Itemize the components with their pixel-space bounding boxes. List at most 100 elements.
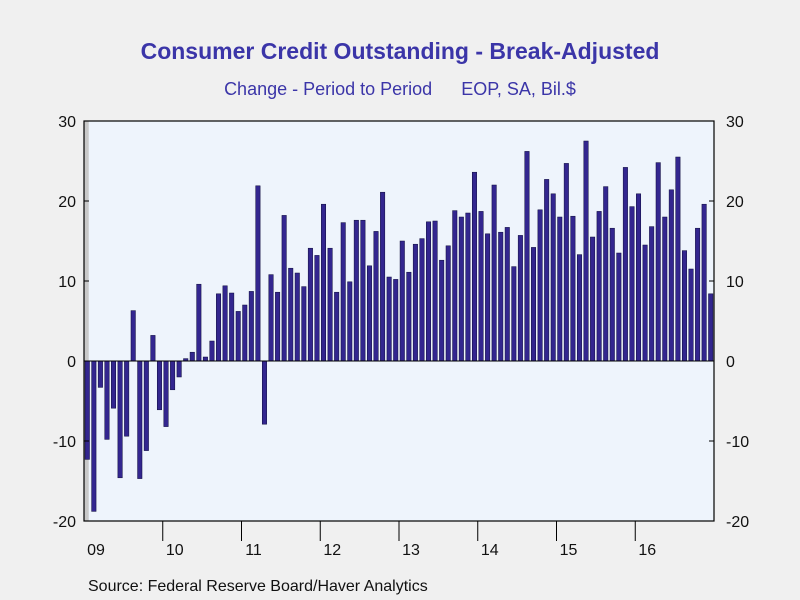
y-tick-label-right: 20 bbox=[726, 194, 744, 211]
y-tick-label-right: -20 bbox=[726, 514, 749, 531]
bar bbox=[504, 227, 510, 362]
bar bbox=[268, 274, 274, 362]
bar bbox=[636, 193, 642, 362]
bar bbox=[150, 335, 156, 362]
chart-subtitle: Change - Period to Period EOP, SA, Bil.$ bbox=[0, 79, 800, 100]
bar bbox=[412, 243, 418, 362]
bar bbox=[255, 185, 261, 362]
bar bbox=[130, 310, 136, 362]
bar bbox=[347, 281, 353, 362]
bar bbox=[111, 360, 117, 409]
bar bbox=[695, 227, 701, 362]
bar bbox=[235, 311, 241, 362]
bar bbox=[609, 227, 615, 362]
x-tick-label: 13 bbox=[402, 542, 420, 559]
bar bbox=[458, 216, 464, 362]
bar bbox=[681, 250, 687, 362]
bar bbox=[662, 216, 668, 362]
y-tick-label-left: -20 bbox=[53, 514, 76, 531]
bar bbox=[452, 210, 458, 362]
x-tick-label: 15 bbox=[560, 542, 578, 559]
bar bbox=[334, 291, 340, 362]
y-tick-label-left: 30 bbox=[58, 114, 76, 131]
bar bbox=[143, 360, 149, 451]
y-tick-label-right: 10 bbox=[726, 274, 744, 291]
bar bbox=[426, 221, 432, 362]
bar bbox=[380, 191, 386, 362]
bar bbox=[550, 193, 556, 362]
bar bbox=[202, 356, 208, 362]
bar bbox=[281, 215, 287, 362]
x-tick-label: 16 bbox=[638, 542, 656, 559]
bar bbox=[491, 184, 497, 362]
bar bbox=[170, 360, 176, 391]
bar bbox=[340, 222, 346, 362]
bar bbox=[406, 271, 412, 362]
subtitle-measure: Change - Period to Period bbox=[224, 79, 433, 99]
bar bbox=[583, 140, 589, 362]
bar bbox=[642, 244, 648, 362]
bar bbox=[419, 238, 425, 362]
bar bbox=[222, 285, 228, 362]
bar bbox=[229, 292, 235, 362]
x-tick-label: 12 bbox=[323, 542, 341, 559]
bar bbox=[524, 151, 530, 362]
bar bbox=[248, 291, 254, 362]
bar bbox=[616, 252, 622, 362]
bar bbox=[393, 279, 399, 362]
bar bbox=[399, 240, 405, 362]
bar bbox=[366, 265, 372, 362]
bar bbox=[465, 212, 471, 362]
bar bbox=[386, 276, 392, 362]
bar bbox=[137, 360, 143, 479]
source-note: Source: Federal Reserve Board/Haver Anal… bbox=[88, 578, 428, 595]
bar bbox=[570, 215, 576, 362]
bar bbox=[97, 360, 103, 388]
y-tick-label-left: -10 bbox=[53, 434, 76, 451]
bar bbox=[156, 360, 162, 411]
bar bbox=[321, 203, 327, 362]
bar bbox=[439, 259, 445, 362]
bar bbox=[117, 360, 123, 479]
bar bbox=[668, 189, 674, 362]
chart-title: Consumer Credit Outstanding - Break-Adju… bbox=[140, 38, 660, 64]
bar bbox=[603, 186, 609, 362]
bar bbox=[471, 171, 477, 362]
bar bbox=[353, 219, 359, 362]
bar bbox=[91, 360, 97, 512]
bar bbox=[596, 211, 602, 362]
bar bbox=[701, 203, 707, 362]
y-tick-label-right: 0 bbox=[726, 354, 735, 371]
bar bbox=[373, 231, 379, 362]
bar bbox=[307, 247, 313, 362]
y-tick-label-right: -10 bbox=[726, 434, 749, 451]
bar bbox=[360, 219, 366, 362]
plot-area bbox=[84, 121, 714, 521]
y-tick-label-right: 30 bbox=[726, 114, 744, 131]
bar bbox=[557, 216, 563, 362]
bar bbox=[517, 235, 523, 362]
bar bbox=[511, 266, 517, 362]
bar bbox=[498, 231, 504, 362]
bar bbox=[189, 351, 195, 362]
bar bbox=[261, 360, 267, 425]
bar bbox=[327, 247, 333, 362]
bar bbox=[708, 293, 714, 362]
bar bbox=[104, 360, 110, 440]
bar bbox=[176, 360, 182, 378]
bar bbox=[242, 304, 248, 362]
bar bbox=[563, 163, 569, 362]
x-tick-label: 10 bbox=[166, 542, 184, 559]
y-tick-label-left: 10 bbox=[58, 274, 76, 291]
bar bbox=[544, 179, 550, 362]
bar bbox=[84, 360, 90, 460]
bar bbox=[531, 247, 537, 362]
bar bbox=[301, 286, 307, 362]
bar bbox=[675, 156, 681, 362]
bar bbox=[288, 267, 294, 362]
bar bbox=[294, 272, 300, 362]
x-tick-label: 09 bbox=[87, 542, 105, 559]
bar bbox=[196, 283, 202, 362]
bar bbox=[275, 291, 281, 362]
recession-shading bbox=[84, 121, 89, 521]
